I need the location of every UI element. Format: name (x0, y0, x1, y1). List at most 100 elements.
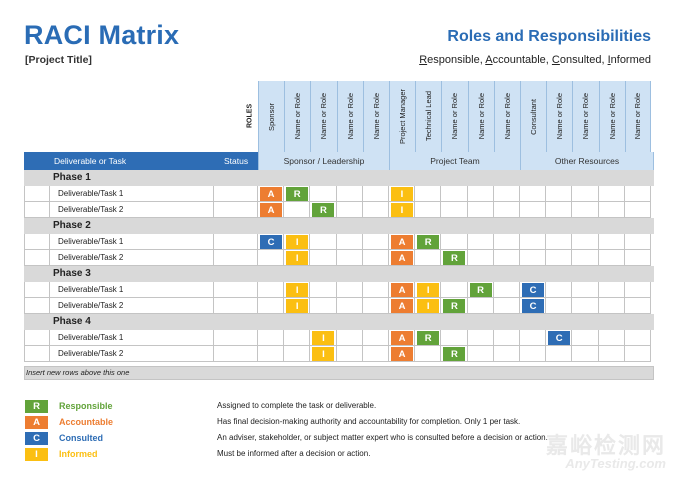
status-cell[interactable] (214, 186, 258, 202)
status-cell[interactable] (214, 346, 258, 362)
raci-cell[interactable] (598, 234, 625, 250)
raci-cell[interactable] (258, 250, 285, 266)
raci-cell[interactable] (572, 234, 599, 250)
raci-cell[interactable] (598, 346, 625, 362)
raci-cell[interactable] (441, 186, 468, 202)
role-header-cell[interactable]: Name or Role (336, 81, 363, 152)
status-cell[interactable] (214, 202, 258, 218)
raci-cell[interactable] (520, 202, 547, 218)
status-cell[interactable] (214, 298, 258, 314)
raci-cell[interactable] (467, 346, 494, 362)
raci-cell[interactable] (572, 282, 599, 298)
raci-cell[interactable] (310, 250, 337, 266)
role-header-cell[interactable]: Name or Role (598, 81, 625, 152)
raci-cell[interactable] (441, 282, 468, 298)
raci-cell[interactable] (493, 186, 520, 202)
raci-cell[interactable] (493, 234, 520, 250)
raci-cell[interactable] (467, 202, 494, 218)
role-header-cell[interactable]: Consultant (520, 81, 547, 152)
raci-cell[interactable] (415, 186, 442, 202)
role-header-cell[interactable]: Sponsor (258, 81, 285, 152)
raci-cell[interactable] (284, 346, 311, 362)
task-cell[interactable]: Deliverable/Task 2 (50, 298, 214, 314)
task-cell[interactable]: Deliverable/Task 2 (50, 250, 214, 266)
raci-cell[interactable] (336, 186, 363, 202)
raci-cell[interactable] (493, 282, 520, 298)
raci-cell[interactable] (258, 282, 285, 298)
raci-cell[interactable] (441, 202, 468, 218)
raci-cell[interactable] (467, 330, 494, 346)
raci-cell[interactable] (624, 186, 651, 202)
task-cell[interactable]: Deliverable/Task 1 (50, 282, 214, 298)
role-header-cell[interactable]: Name or Role (310, 81, 337, 152)
raci-cell[interactable] (520, 250, 547, 266)
raci-cell[interactable] (546, 346, 573, 362)
raci-cell[interactable] (624, 298, 651, 314)
raci-cell[interactable] (624, 282, 651, 298)
status-cell[interactable] (214, 234, 258, 250)
project-title[interactable]: [Project Title] (25, 54, 92, 66)
raci-cell[interactable] (310, 282, 337, 298)
role-header-cell[interactable]: Project Manager (389, 81, 416, 152)
raci-cell[interactable] (572, 186, 599, 202)
raci-cell[interactable] (336, 298, 363, 314)
raci-cell[interactable] (493, 346, 520, 362)
raci-cell[interactable] (493, 250, 520, 266)
raci-cell[interactable] (546, 202, 573, 218)
raci-cell[interactable] (572, 250, 599, 266)
raci-cell[interactable] (362, 282, 389, 298)
raci-cell[interactable] (598, 282, 625, 298)
raci-cell[interactable] (572, 202, 599, 218)
raci-cell[interactable] (310, 186, 337, 202)
status-cell[interactable] (214, 282, 258, 298)
raci-cell[interactable] (520, 186, 547, 202)
raci-cell[interactable] (441, 234, 468, 250)
role-header-cell[interactable]: Name or Role (467, 81, 494, 152)
role-header-cell[interactable]: Technical Lead (415, 81, 442, 152)
status-cell[interactable] (214, 330, 258, 346)
raci-cell[interactable] (598, 330, 625, 346)
raci-cell[interactable] (546, 298, 573, 314)
task-cell[interactable]: Deliverable/Task 1 (50, 234, 214, 250)
raci-cell[interactable] (258, 298, 285, 314)
raci-cell[interactable] (598, 186, 625, 202)
raci-cell[interactable] (624, 346, 651, 362)
raci-cell[interactable] (258, 330, 285, 346)
raci-cell[interactable] (572, 298, 599, 314)
raci-cell[interactable] (546, 186, 573, 202)
raci-cell[interactable] (520, 346, 547, 362)
raci-cell[interactable] (415, 202, 442, 218)
raci-cell[interactable] (362, 298, 389, 314)
raci-cell[interactable] (362, 186, 389, 202)
role-header-cell[interactable]: Name or Role (362, 81, 389, 152)
raci-cell[interactable] (572, 346, 599, 362)
raci-cell[interactable] (310, 298, 337, 314)
task-cell[interactable]: Deliverable/Task 2 (50, 346, 214, 362)
raci-cell[interactable] (467, 250, 494, 266)
raci-cell[interactable] (546, 282, 573, 298)
raci-cell[interactable] (362, 346, 389, 362)
role-header-cell[interactable]: Name or Role (546, 81, 573, 152)
raci-cell[interactable] (624, 250, 651, 266)
raci-cell[interactable] (624, 330, 651, 346)
raci-cell[interactable] (467, 186, 494, 202)
raci-cell[interactable] (467, 234, 494, 250)
role-header-cell[interactable]: Name or Role (284, 81, 311, 152)
raci-cell[interactable] (467, 298, 494, 314)
raci-cell[interactable] (336, 330, 363, 346)
raci-cell[interactable] (546, 250, 573, 266)
raci-cell[interactable] (415, 346, 442, 362)
raci-cell[interactable] (546, 234, 573, 250)
role-header-cell[interactable]: Name or Role (572, 81, 599, 152)
raci-cell[interactable] (598, 250, 625, 266)
raci-cell[interactable] (336, 234, 363, 250)
raci-cell[interactable] (362, 250, 389, 266)
raci-cell[interactable] (493, 202, 520, 218)
raci-cell[interactable] (362, 234, 389, 250)
raci-cell[interactable] (336, 250, 363, 266)
raci-cell[interactable] (310, 234, 337, 250)
raci-cell[interactable] (258, 346, 285, 362)
raci-cell[interactable] (598, 298, 625, 314)
role-header-cell[interactable]: Name or Role (624, 81, 651, 152)
role-header-cell[interactable]: Name or Role (441, 81, 468, 152)
